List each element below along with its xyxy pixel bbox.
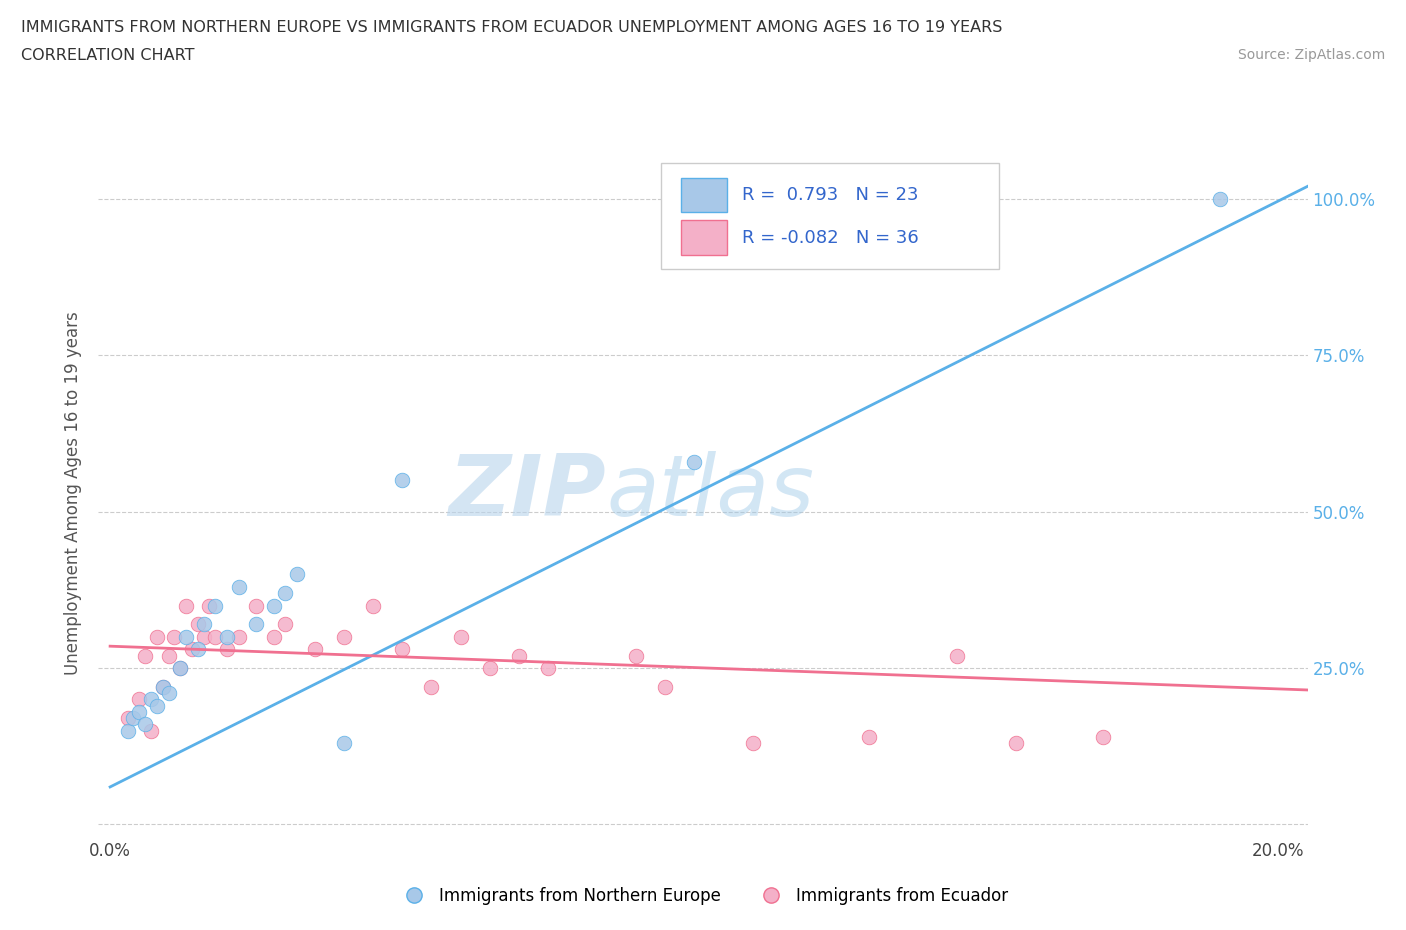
Point bbox=[117, 711, 139, 725]
Point bbox=[193, 617, 215, 631]
Point bbox=[263, 598, 285, 613]
Point bbox=[174, 630, 197, 644]
Point bbox=[187, 642, 209, 657]
Point bbox=[361, 598, 384, 613]
Text: IMMIGRANTS FROM NORTHERN EUROPE VS IMMIGRANTS FROM ECUADOR UNEMPLOYMENT AMONG AG: IMMIGRANTS FROM NORTHERN EUROPE VS IMMIG… bbox=[21, 20, 1002, 35]
FancyBboxPatch shape bbox=[661, 163, 1000, 270]
Point bbox=[169, 660, 191, 675]
Bar bbox=[682, 220, 727, 255]
Point bbox=[146, 630, 169, 644]
Point bbox=[152, 680, 174, 695]
Y-axis label: Unemployment Among Ages 16 to 19 years: Unemployment Among Ages 16 to 19 years bbox=[65, 311, 83, 675]
Point bbox=[946, 648, 969, 663]
Point bbox=[285, 566, 308, 581]
Point bbox=[1209, 192, 1232, 206]
Point bbox=[304, 642, 326, 657]
Point bbox=[187, 617, 209, 631]
Point bbox=[332, 736, 354, 751]
Point bbox=[391, 642, 413, 657]
Point bbox=[139, 692, 162, 707]
Point bbox=[215, 630, 238, 644]
Point bbox=[1004, 736, 1026, 751]
Point bbox=[624, 648, 647, 663]
Point bbox=[391, 473, 413, 488]
Point bbox=[263, 630, 285, 644]
Point bbox=[420, 680, 443, 695]
Legend: Immigrants from Northern Europe, Immigrants from Ecuador: Immigrants from Northern Europe, Immigra… bbox=[391, 880, 1015, 911]
Point bbox=[228, 630, 250, 644]
Point bbox=[117, 724, 139, 738]
Point bbox=[858, 729, 880, 744]
Point bbox=[741, 736, 763, 751]
Point bbox=[478, 660, 501, 675]
Point bbox=[1092, 729, 1115, 744]
Point bbox=[450, 630, 472, 644]
Point bbox=[654, 680, 676, 695]
Text: ZIP: ZIP bbox=[449, 451, 606, 535]
Point bbox=[128, 704, 150, 719]
Point bbox=[537, 660, 560, 675]
Point bbox=[204, 598, 226, 613]
Bar bbox=[682, 178, 727, 212]
Point bbox=[157, 648, 180, 663]
Point bbox=[163, 630, 186, 644]
Point bbox=[128, 692, 150, 707]
Point bbox=[274, 617, 297, 631]
Text: Source: ZipAtlas.com: Source: ZipAtlas.com bbox=[1237, 48, 1385, 62]
Point bbox=[134, 648, 156, 663]
Point bbox=[683, 454, 706, 469]
Point bbox=[193, 630, 215, 644]
Point bbox=[204, 630, 226, 644]
Point bbox=[146, 698, 169, 713]
Point bbox=[122, 711, 145, 725]
Point bbox=[245, 598, 267, 613]
Text: atlas: atlas bbox=[606, 451, 814, 535]
Point bbox=[274, 586, 297, 601]
Point bbox=[245, 617, 267, 631]
Point bbox=[228, 579, 250, 594]
Point bbox=[198, 598, 221, 613]
Text: R =  0.793   N = 23: R = 0.793 N = 23 bbox=[742, 186, 918, 204]
Point bbox=[139, 724, 162, 738]
Point bbox=[215, 642, 238, 657]
Point bbox=[157, 685, 180, 700]
Point bbox=[134, 717, 156, 732]
Point bbox=[332, 630, 354, 644]
Text: R = -0.082   N = 36: R = -0.082 N = 36 bbox=[742, 229, 918, 246]
Point bbox=[508, 648, 530, 663]
Point bbox=[152, 680, 174, 695]
Point bbox=[169, 660, 191, 675]
Point bbox=[174, 598, 197, 613]
Point bbox=[180, 642, 202, 657]
Text: CORRELATION CHART: CORRELATION CHART bbox=[21, 48, 194, 63]
